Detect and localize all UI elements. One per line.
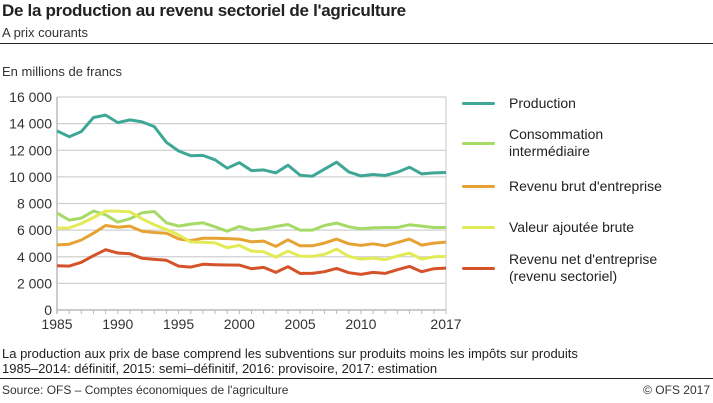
note-line: 1985–2014: définitif, 2015: semi–définit…	[2, 361, 438, 376]
series-lines	[56, 113, 447, 276]
series-line-revenu	[56, 224, 447, 248]
y-tick-label: 10 000	[9, 169, 52, 185]
legend-swatch	[462, 266, 495, 270]
legend-label: Production	[509, 95, 576, 111]
copyright: © OFS 2017	[643, 383, 710, 397]
y-axis-unit-label: En millions de francs	[2, 64, 122, 79]
source: Source: OFS – Comptes économiques de l'a…	[2, 383, 289, 397]
note-line: La production aux prix de base comprend …	[2, 346, 578, 361]
legend-item-revenu-brut: Revenu brut d'entreprise	[462, 178, 712, 195]
x-tick-label: 2017	[430, 316, 461, 332]
y-tick-label: 16 000	[9, 89, 52, 105]
footer-divider	[0, 378, 713, 379]
legend-item-production: Production	[462, 95, 712, 112]
series-line-production	[56, 113, 447, 178]
y-tick-label: 0	[44, 302, 52, 318]
legend-item-consommation: Consommation intermédiaire	[462, 126, 712, 160]
legend-swatch	[462, 102, 495, 105]
y-tick-label: 6 000	[17, 222, 52, 238]
legend-label: Revenu brut d'entreprise	[509, 178, 662, 194]
axes: 0 2 000 4 000 6 000 8 000 10 000 12 000 14 000 1…	[9, 89, 462, 332]
legend-item-valeur-ajoutee: Valeur ajoutée brute	[462, 219, 712, 236]
x-tick-label: 1990	[102, 316, 133, 332]
legend-item-revenu-net: Revenu net d'entreprise (revenu sectoriel…	[462, 251, 712, 285]
legend-label: Revenu net d'entreprise (revenu sectoriel…	[509, 251, 658, 284]
y-tick-label: 4 000	[17, 249, 52, 265]
series-line-revenu	[56, 248, 447, 276]
legend-label: Valeur ajoutée brute	[509, 219, 635, 235]
y-tick-label: 2 000	[17, 275, 52, 291]
series-line-consommation	[56, 209, 446, 233]
legend-swatch	[462, 141, 495, 145]
series-line-valeur	[56, 209, 447, 262]
chart-subtitle: A prix courants	[2, 25, 88, 40]
y-tick-label: 8 000	[17, 196, 52, 212]
x-tick-label: 2000	[224, 316, 255, 332]
legend-label: Consommation intermédiaire	[509, 126, 604, 159]
y-tick-label: 12 000	[9, 142, 52, 158]
legend-swatch	[462, 226, 495, 229]
x-tick-label: 2005	[285, 316, 316, 332]
grid	[57, 96, 447, 310]
chart-note: La production aux prix de base comprend …	[2, 346, 578, 376]
header-divider	[0, 43, 713, 44]
y-tick-label: 14 000	[9, 116, 52, 132]
x-tick-label: 1985	[41, 316, 72, 332]
x-tick-label: 2010	[345, 316, 376, 332]
chart-title: De la production au revenu sectoriel de …	[2, 1, 406, 20]
legend-swatch	[462, 185, 495, 188]
x-tick-label: 1995	[163, 316, 194, 332]
